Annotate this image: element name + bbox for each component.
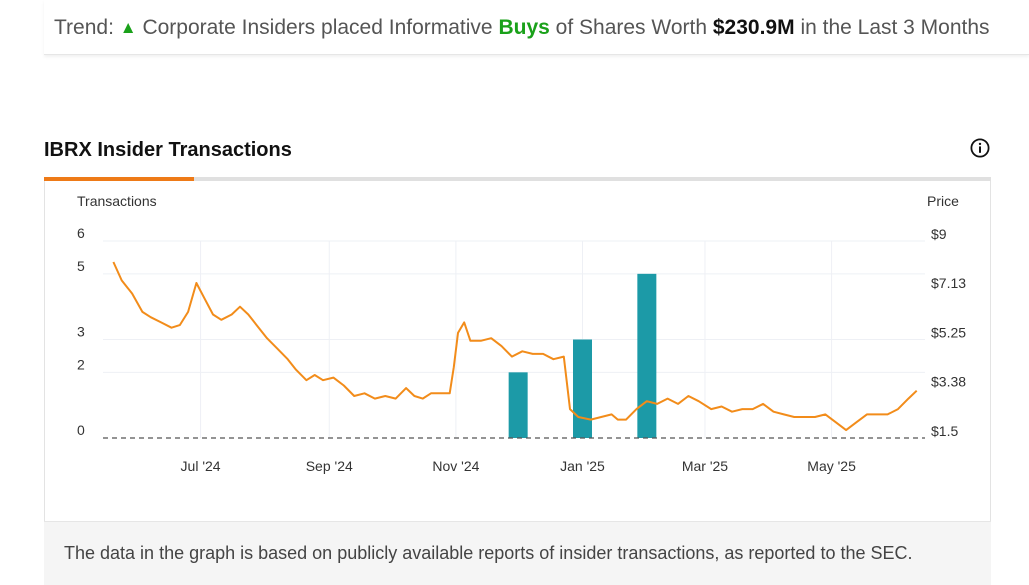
up-arrow-icon: ▲ (119, 18, 137, 37)
label-layer: Transactions Price 0 2 3 5 6 $1.5 $3.38 $5.25 $7.1… (77, 193, 966, 474)
price-line (112, 261, 918, 432)
trend-amount: $230.9M (712, 16, 795, 39)
right-tick-label: $7.13 (931, 275, 966, 291)
trend-highlight: Buys (498, 16, 550, 39)
x-tick-label: Nov '24 (432, 458, 479, 474)
right-axis-label: Price (927, 193, 959, 209)
bar-layer (508, 273, 657, 439)
footer-note-text: The data in the graph is based on public… (64, 543, 913, 563)
right-tick-label: $5.25 (931, 325, 966, 341)
trend-text-middle: of Shares Worth (555, 16, 708, 39)
x-tick-label: Mar '25 (682, 458, 728, 474)
left-tick-label: 2 (77, 356, 85, 372)
left-tick-label: 0 (77, 422, 85, 438)
trend-text-after: in the Last 3 Months (800, 16, 990, 39)
trend-prefix: Trend: (54, 16, 114, 39)
trend-text-before: Corporate Insiders placed Informative (142, 16, 493, 39)
chart-tab-bar (44, 177, 991, 181)
x-tick-label: Jul '24 (181, 458, 221, 474)
left-tick-label: 5 (77, 258, 85, 274)
trend-text: Trend: ▲ Corporate Insiders placed Infor… (54, 16, 990, 40)
transaction-bar[interactable] (573, 339, 592, 439)
right-tick-label: $9 (931, 226, 947, 242)
left-tick-label: 6 (77, 225, 85, 241)
x-tick-label: May '25 (807, 458, 856, 474)
trend-banner: Trend: ▲ Corporate Insiders placed Infor… (44, 0, 1029, 55)
insider-transactions-chart: Transactions Price 0 2 3 5 6 $1.5 $3.38 $5.25 $7.1… (77, 193, 966, 474)
info-icon[interactable] (970, 138, 990, 158)
right-tick-label: $1.5 (931, 423, 958, 439)
footer-note: The data in the graph is based on public… (44, 521, 991, 585)
section-title: IBRX Insider Transactions (44, 139, 292, 161)
transaction-bar[interactable] (508, 372, 528, 438)
x-tick-label: Jan '25 (560, 458, 605, 474)
chart-card (44, 181, 991, 585)
x-tick-label: Sep '24 (306, 458, 353, 474)
right-tick-label: $3.38 (931, 374, 966, 390)
left-axis-label: Transactions (77, 193, 157, 209)
left-tick-label: 3 (77, 324, 85, 340)
transaction-bar[interactable] (637, 273, 657, 438)
active-tab-indicator (44, 177, 194, 181)
